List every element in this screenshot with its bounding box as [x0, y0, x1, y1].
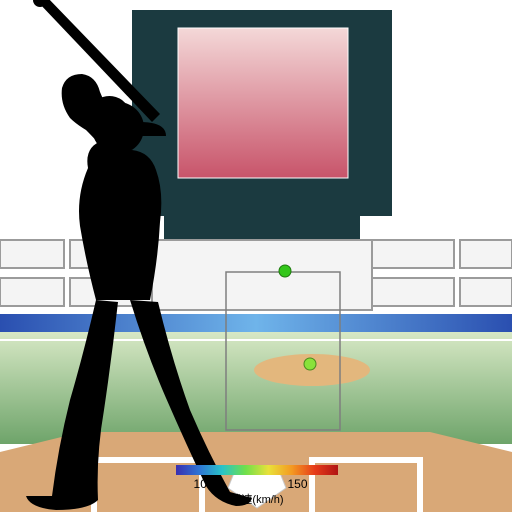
stands-panel — [372, 240, 454, 268]
legend-tick: 150 — [287, 477, 307, 491]
outfield-wall — [0, 314, 512, 332]
stands-panel — [460, 278, 512, 306]
stands-panel — [460, 240, 512, 268]
pitch-marker — [279, 265, 291, 277]
scoreboard-base — [360, 190, 392, 216]
scoreboard-base — [164, 190, 360, 242]
scoreboard-screen — [178, 28, 348, 178]
legend-tick: 100 — [194, 477, 214, 491]
legend-axis-label: 球速(km/h) — [230, 491, 283, 507]
pitch-location-chart: 100 150 球速(km/h) — [0, 0, 512, 512]
stands-panel — [0, 240, 64, 268]
stands-panel — [0, 278, 64, 306]
speed-legend-bar — [176, 465, 338, 475]
stands-panel — [372, 278, 454, 306]
stands-center — [152, 240, 372, 310]
pitch-marker — [304, 358, 316, 370]
stadium-svg — [0, 0, 512, 512]
